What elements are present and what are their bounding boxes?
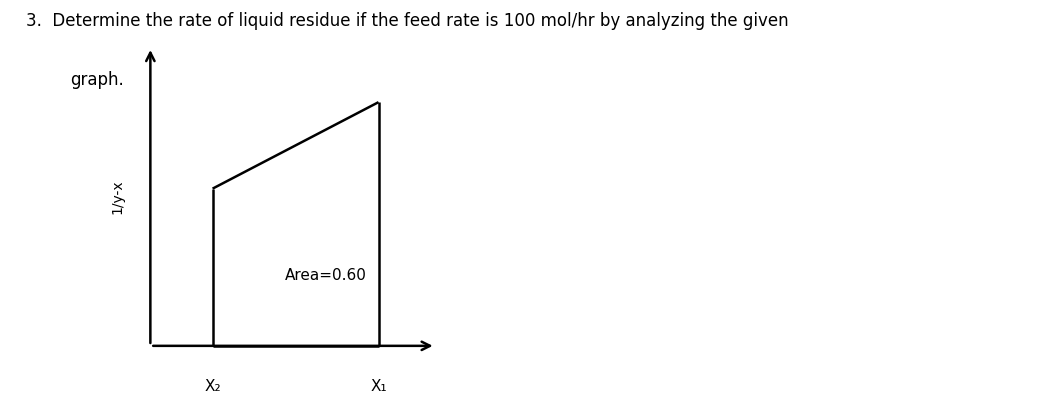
Text: 3.  Determine the rate of liquid residue if the feed rate is 100 mol/hr by analy: 3. Determine the rate of liquid residue … xyxy=(26,12,788,30)
Text: Area=0.60: Area=0.60 xyxy=(285,268,367,283)
Text: graph.: graph. xyxy=(71,71,124,89)
Text: X₁: X₁ xyxy=(370,379,387,393)
Text: X₂: X₂ xyxy=(204,379,221,393)
Text: 1/y-x: 1/y-x xyxy=(110,179,124,214)
